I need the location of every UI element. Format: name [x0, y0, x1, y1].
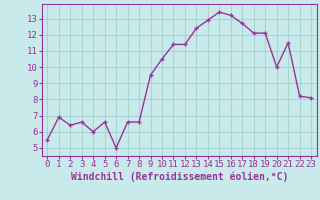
X-axis label: Windchill (Refroidissement éolien,°C): Windchill (Refroidissement éolien,°C)	[70, 172, 288, 182]
